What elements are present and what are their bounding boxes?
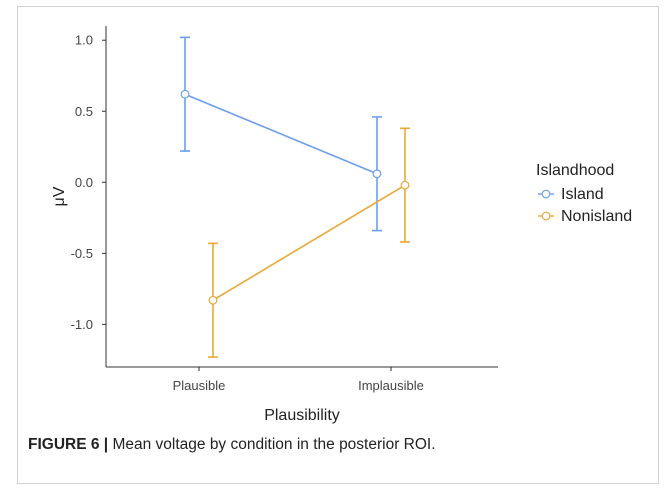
legend-item-nonisland: Nonisland [538,208,632,225]
series-line-nonisland [212,184,406,301]
chart-legend: Islandhood Island Nonisland [536,162,632,225]
y-axis-title: μV [51,186,68,206]
data-point [208,295,218,305]
x-axis-title: Plausibility [264,407,340,424]
caption-text: Mean voltage by condition in the posteri… [108,436,436,453]
y-tick-label: 0.5 [75,104,93,119]
x-tick-label: Implausible [358,378,424,393]
legend-key-point [541,189,551,199]
chart-axes: 1.0 0.5 0.0 -0.5 -1.0 Plausible Implausible Pla… [51,26,498,424]
legend-key-point [541,211,551,221]
legend-title: Islandhood [536,162,614,179]
y-tick-label: -1.0 [71,317,93,332]
figure-frame [17,6,659,484]
data-point [372,169,382,179]
legend-label: Nonisland [561,208,632,225]
legend-label: Island [561,186,604,203]
figure-caption: FIGURE 6 | Mean voltage by condition in … [28,436,436,454]
y-tick-label: 0.0 [75,175,93,190]
caption-label: FIGURE 6 | [28,436,109,453]
y-tick-label: -0.5 [71,246,93,261]
chart-marks [180,36,410,358]
y-tick-label: 1.0 [75,33,93,48]
x-tick-label: Plausible [173,378,226,393]
data-point [180,89,190,99]
series-line-island [184,93,378,175]
data-point [400,180,410,190]
legend-item-island: Island [538,186,604,203]
